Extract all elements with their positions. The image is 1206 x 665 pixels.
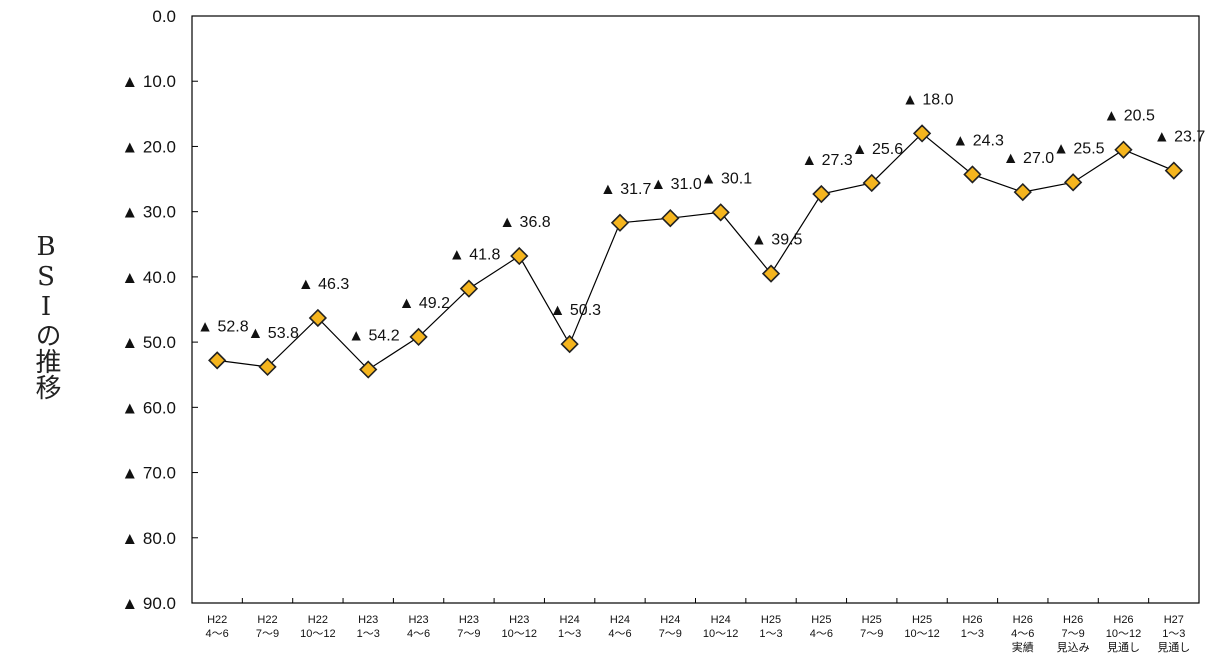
data-point	[208, 351, 227, 370]
data-point	[711, 203, 730, 222]
x-tick-label: H27	[1164, 614, 1184, 626]
x-tick-label: 10～12	[703, 628, 738, 640]
data-label: ▲ 25.5	[1053, 140, 1105, 157]
x-tick-label: 10～12	[904, 628, 939, 640]
x-tick-label: H25	[862, 614, 882, 626]
x-tick-label: H24	[610, 614, 630, 626]
x-tick-label: 7～9	[256, 628, 279, 640]
y-tick-label: ▲ 80.0	[121, 529, 176, 548]
x-tick-label: 1～3	[961, 628, 984, 640]
data-label: ▲ 25.6	[852, 141, 904, 158]
data-point	[359, 360, 378, 379]
x-tick-label: 4～6	[1011, 628, 1034, 640]
data-point	[912, 124, 932, 143]
x-tick-label: H23	[459, 614, 479, 626]
x-tick-label: 4～6	[810, 628, 833, 640]
x-tick-label: H23	[408, 614, 428, 626]
x-tick-label: 1～3	[759, 628, 782, 640]
x-tick-label: H26	[1013, 614, 1033, 626]
y-tick-label: ▲ 70.0	[121, 464, 176, 483]
x-tick-label: 見込み	[1057, 641, 1090, 654]
data-point	[308, 308, 328, 328]
x-tick-label: 4～6	[407, 628, 430, 640]
data-label: ▲ 52.8	[197, 318, 249, 335]
data-point	[1114, 140, 1133, 159]
x-tick-label: H22	[207, 614, 227, 626]
x-tick-label: H25	[912, 614, 932, 626]
x-tick-label: H26	[1113, 614, 1133, 626]
x-tick-label: 10～12	[502, 628, 537, 640]
data-label: ▲ 41.8	[449, 247, 501, 264]
data-point	[761, 264, 781, 283]
y-tick-label: ▲ 30.0	[121, 203, 176, 222]
x-tick-label: H24	[560, 614, 580, 626]
data-point	[661, 209, 680, 228]
data-point	[610, 213, 630, 232]
x-tick-label: 実績	[1012, 640, 1034, 654]
y-tick-label: ▲ 50.0	[121, 333, 176, 352]
data-label: ▲ 53.8	[248, 325, 300, 342]
x-tick-label: H24	[660, 614, 680, 626]
x-tick-label: H26	[1063, 614, 1083, 626]
data-point	[812, 184, 831, 204]
data-point	[963, 165, 982, 184]
x-tick-label: 1～3	[558, 628, 581, 640]
x-tick-label: 見通し	[1157, 641, 1190, 654]
y-tick-label: ▲ 40.0	[121, 268, 176, 287]
data-point	[409, 327, 428, 347]
data-label: ▲ 24.3	[952, 132, 1004, 149]
data-label: ▲ 46.3	[298, 276, 350, 293]
y-tick-label: ▲ 20.0	[121, 137, 176, 156]
x-tick-label: 7～9	[860, 628, 883, 640]
data-point	[1013, 182, 1032, 202]
data-point	[862, 173, 881, 193]
data-label: ▲ 36.8	[499, 214, 551, 231]
y-tick-label: ▲ 60.0	[121, 398, 176, 417]
data-label: ▲ 20.5	[1103, 108, 1155, 125]
data-label: ▲ 49.2	[399, 295, 451, 312]
data-label: ▲ 27.3	[801, 152, 853, 169]
data-label: ▲ 27.0	[1003, 150, 1055, 167]
data-point	[560, 334, 579, 354]
y-tick-label: ▲ 90.0	[121, 594, 176, 613]
data-label: ▲ 31.7	[600, 181, 652, 198]
x-tick-label: 4～6	[608, 628, 631, 640]
data-point	[510, 246, 529, 266]
data-point	[459, 279, 479, 298]
x-tick-label: 7～9	[457, 628, 480, 640]
data-label: ▲ 54.2	[348, 328, 400, 345]
data-label: ▲ 50.3	[550, 302, 602, 319]
x-tick-label: H26	[962, 614, 982, 626]
x-tick-label: 1～3	[357, 628, 380, 640]
x-tick-label: H24	[711, 614, 731, 626]
x-tick-label: 見通し	[1107, 641, 1140, 654]
data-label: ▲ 30.1	[701, 170, 753, 187]
data-label: ▲ 31.0	[650, 176, 702, 193]
x-tick-label: 1～3	[1162, 628, 1185, 640]
x-tick-label: 10～12	[1106, 628, 1141, 640]
series-line	[217, 132, 1175, 371]
plot-area	[191, 15, 1200, 604]
y-axis-title: BSIの推移	[31, 232, 61, 400]
data-label: ▲ 18.0	[902, 91, 954, 108]
x-tick-label: H23	[358, 614, 378, 626]
x-tick-label: H23	[509, 614, 529, 626]
x-tick-label: H25	[761, 614, 781, 626]
x-tick-label: 7～9	[659, 628, 682, 640]
data-point	[1063, 173, 1083, 192]
data-point	[258, 357, 277, 377]
x-tick-label: 7～9	[1062, 628, 1085, 640]
y-tick-label: 0.0	[152, 7, 176, 26]
x-tick-label: H25	[811, 614, 831, 626]
data-point	[1164, 161, 1183, 180]
y-tick-label: ▲ 10.0	[121, 72, 176, 91]
data-label: ▲ 23.7	[1154, 129, 1206, 146]
x-tick-label: 10～12	[300, 628, 335, 640]
x-tick-label: 4～6	[206, 628, 229, 640]
x-tick-label: H22	[308, 614, 328, 626]
data-label: ▲ 39.5	[751, 232, 803, 249]
x-tick-label: H22	[257, 614, 277, 626]
